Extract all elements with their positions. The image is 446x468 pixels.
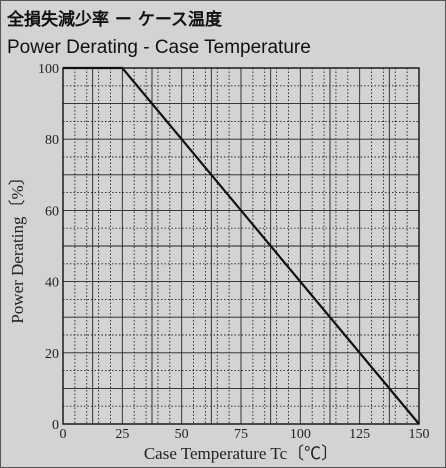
x-tick-label: 100: [290, 427, 311, 442]
y-tick-label: 40: [45, 276, 59, 291]
grid: [63, 68, 419, 424]
y-tick-label: 60: [45, 204, 59, 219]
x-tick-label: 0: [60, 427, 67, 442]
chart-title: Power Derating - Case Temperature: [7, 37, 311, 58]
x-tick-label: 75: [234, 427, 248, 442]
y-axis-label: Power Derating〔%〕: [8, 168, 27, 323]
x-tick-label: 150: [409, 427, 430, 442]
plot-border: [62, 67, 420, 425]
chart-title-japanese: 全損失減少率 ー ケース温度: [7, 10, 222, 30]
y-tick-label: 20: [45, 347, 59, 362]
plot-frame: [62, 67, 420, 425]
x-tick-label: 50: [175, 427, 189, 442]
y-tick-label: 100: [38, 62, 59, 77]
x-axis-label: Case Temperature Tc〔℃〕: [144, 444, 338, 463]
y-tick-label: 0: [52, 418, 59, 433]
series-layer: [63, 66, 420, 425]
tick-labels: 0 25 50 75 100 125 150 0 20 40 60 80 100: [38, 62, 430, 442]
series-line-derating: [63, 66, 420, 425]
x-tick-label: 125: [349, 427, 370, 442]
x-tick-label: 25: [115, 427, 129, 442]
y-tick-label: 80: [45, 133, 59, 148]
